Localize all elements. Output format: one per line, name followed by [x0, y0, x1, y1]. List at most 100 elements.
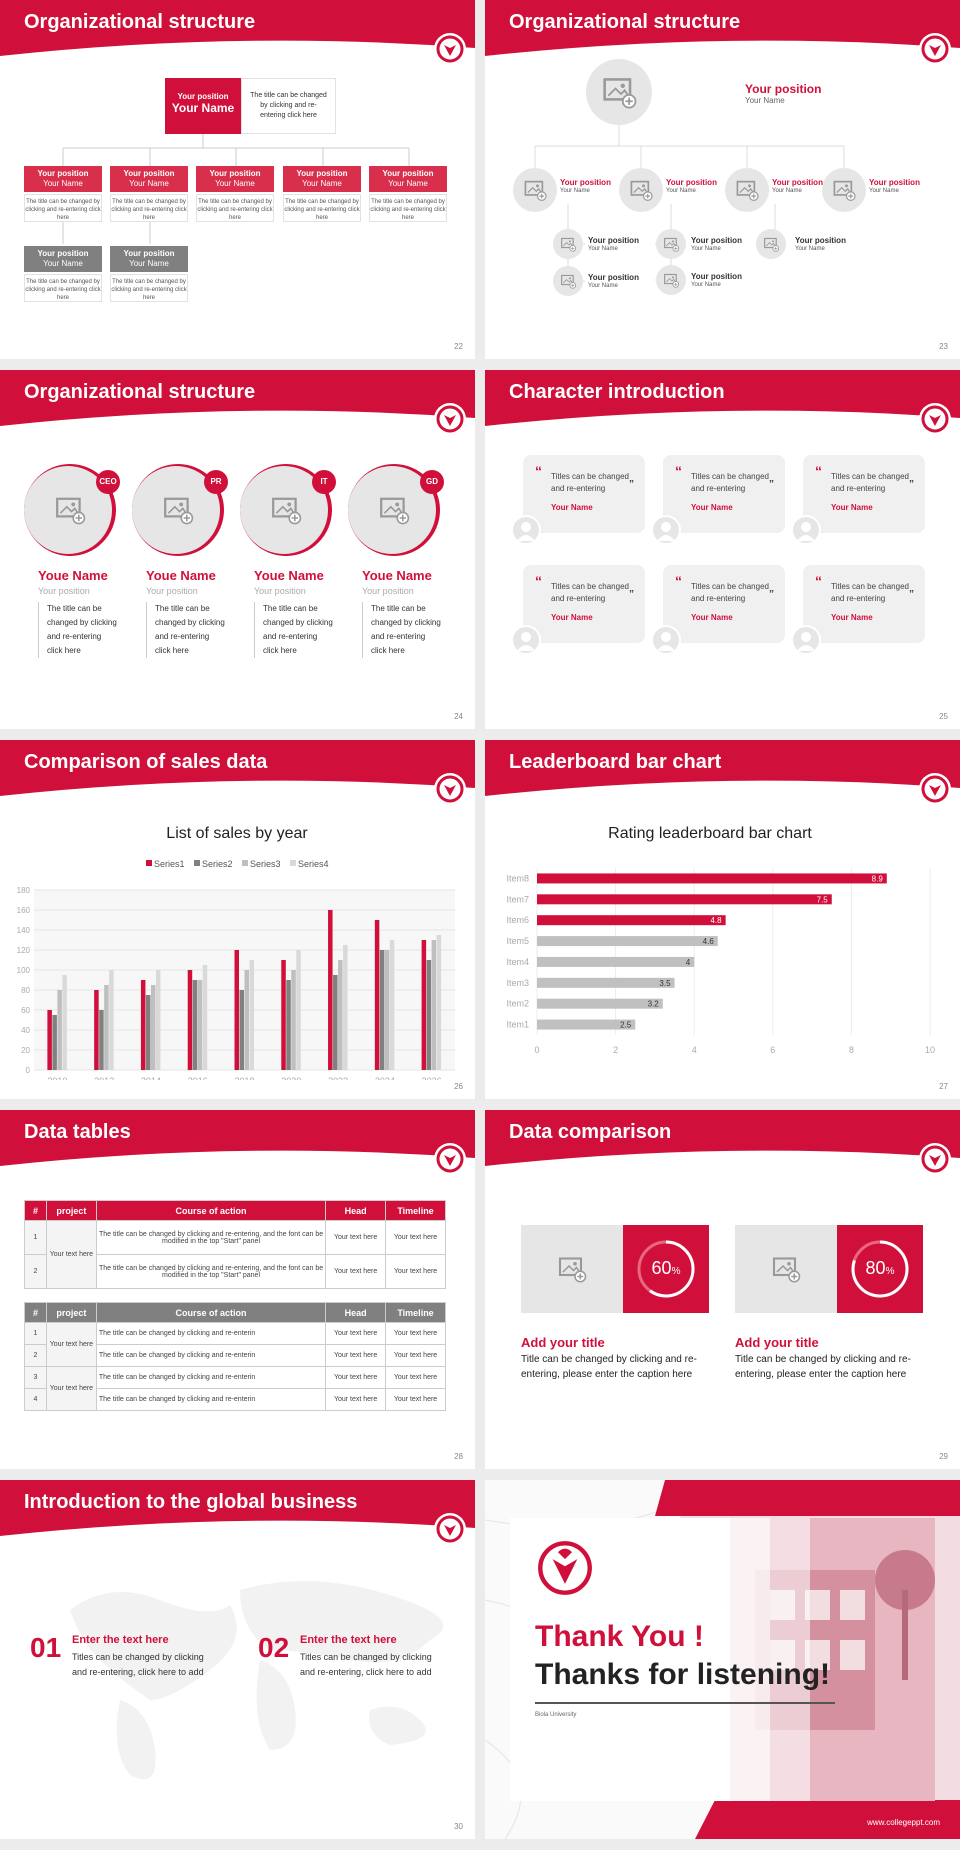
timeline-cell[interactable]: Your text here — [385, 1254, 446, 1289]
org-desc: The title can be changed by clicking and… — [24, 274, 102, 302]
action-cell[interactable]: The title can be changed by clicking and… — [95, 1322, 327, 1345]
table-header-cell: Timeline — [385, 1200, 446, 1221]
org-desc: The title can be changed by clicking and… — [369, 194, 447, 222]
bar-series3 — [244, 970, 249, 1070]
x-tick-label: 4 — [692, 1045, 697, 1055]
action-cell[interactable]: The title can be changed by clicking and… — [95, 1388, 327, 1411]
slide-title: Data comparison — [509, 1121, 672, 1143]
top-position: Your position — [745, 82, 822, 96]
action-cell[interactable]: The title can be changed by clicking and… — [95, 1344, 327, 1367]
org-name: Your Name — [129, 259, 169, 268]
person-position: Your position — [362, 586, 414, 596]
image-placeholder-icon[interactable] — [832, 178, 856, 202]
image-placeholder-icon[interactable] — [601, 74, 637, 110]
y-tick-label: Item1 — [506, 1020, 529, 1030]
action-cell[interactable]: The title can be changed by clicking and… — [95, 1366, 327, 1389]
x-tick-label: 2016 — [188, 1076, 208, 1080]
timeline-cell[interactable]: Your text here — [385, 1366, 446, 1389]
head-cell[interactable]: Your text here — [325, 1322, 387, 1345]
bar-series4 — [436, 935, 442, 1070]
image-placeholder-icon[interactable] — [560, 273, 577, 290]
percent-unit: % — [671, 1266, 681, 1277]
slide-28[interactable]: Data tables 28 # project Course of action H… — [0, 1110, 475, 1469]
divider — [535, 1702, 835, 1704]
image-placeholder-icon[interactable] — [378, 494, 410, 526]
top-position: Your position — [177, 92, 229, 101]
table-header-cell: Course of action — [95, 1302, 327, 1323]
quote-card: “ Titles can be changed and re-entering” Y… — [663, 565, 785, 643]
head-cell[interactable]: Your text here — [325, 1254, 387, 1289]
slide-24[interactable]: Organizational structure 24 CEO Youe Name… — [0, 370, 475, 729]
position: Your position — [588, 236, 639, 245]
page-number: 26 — [454, 1082, 463, 1091]
table-header-cell: Head — [325, 1200, 387, 1221]
quote-text: Titles can be changed and re-entering — [551, 472, 629, 493]
slide-25[interactable]: Character introduction 25 “ Titles can be… — [485, 370, 960, 729]
image-placeholder-icon[interactable] — [663, 236, 680, 253]
y-tick-label: 180 — [17, 886, 31, 895]
slide-22[interactable]: Organizational structure Your position Y… — [0, 0, 475, 359]
image-placeholder-icon[interactable] — [270, 494, 302, 526]
org-position: Your position — [209, 169, 261, 178]
image-placeholder-icon[interactable] — [763, 236, 780, 253]
y-tick-label: Item2 — [506, 999, 529, 1009]
bar-series1 — [374, 920, 380, 1070]
legend-swatch — [194, 860, 200, 866]
action-cell[interactable]: The title can be changed by clicking and… — [95, 1220, 327, 1255]
head-cell[interactable]: Your text here — [325, 1388, 387, 1411]
project-cell[interactable]: Your text here — [45, 1322, 97, 1367]
timeline-cell[interactable]: Your text here — [385, 1322, 446, 1345]
timeline-cell[interactable]: Your text here — [385, 1388, 446, 1411]
website-url[interactable]: www.collegeppt.com — [867, 1818, 940, 1827]
slide-header — [0, 740, 475, 802]
head-cell[interactable]: Your text here — [325, 1220, 387, 1255]
quote-text: Titles can be changed and re-entering — [691, 472, 769, 493]
bar — [537, 998, 663, 1009]
image-placeholder-icon[interactable] — [560, 236, 577, 253]
slide-26[interactable]: Comparison of sales data List of sales b… — [0, 740, 475, 1099]
y-tick-label: 160 — [17, 906, 31, 915]
page-number: 22 — [454, 342, 463, 351]
org-position-box: Your position Your Name — [110, 246, 188, 272]
timeline-cell[interactable]: Your text here — [385, 1344, 446, 1367]
project-cell[interactable]: Your text here — [45, 1220, 97, 1289]
position: Your position — [869, 178, 920, 187]
org-position-box: Your position Your Name — [110, 166, 188, 192]
slide-29[interactable]: Data comparison 29 60% Add your title Titl… — [485, 1110, 960, 1469]
x-tick-label: 2 — [613, 1045, 618, 1055]
university-name: Biola University — [535, 1712, 577, 1718]
slide-27[interactable]: Leaderboard bar chart Rating leaderboard… — [485, 740, 960, 1099]
university-logo-icon — [434, 1143, 466, 1175]
org-position-box: Your position Your Name — [283, 166, 361, 192]
data-label: 3.2 — [648, 1000, 660, 1009]
image-placeholder-icon[interactable] — [557, 1254, 587, 1284]
person-position: Your position — [38, 586, 90, 596]
image-placeholder-icon[interactable] — [629, 178, 653, 202]
head-cell[interactable]: Your text here — [325, 1344, 387, 1367]
image-placeholder-icon[interactable] — [162, 494, 194, 526]
image-placeholder-icon[interactable] — [523, 178, 547, 202]
slide-30[interactable]: Introduction to the global business 30 0… — [0, 1480, 475, 1839]
slide-23[interactable]: Organizational structure 23 Your positio… — [485, 0, 960, 359]
timeline-cell[interactable]: Your text here — [385, 1220, 446, 1255]
org-name: Your Name — [43, 179, 83, 188]
top-name: Your Name — [171, 101, 235, 115]
bar — [537, 936, 718, 947]
image-placeholder-icon[interactable] — [735, 178, 759, 202]
data-label: 2.5 — [620, 1021, 632, 1030]
university-logo-icon — [434, 33, 466, 65]
quote-close-icon: ” — [629, 589, 634, 600]
slide-31[interactable]: Thank You ! Thanks for listening! Biola … — [485, 1480, 960, 1839]
university-logo-icon — [434, 1513, 466, 1545]
item-title: Add your title — [521, 1335, 605, 1350]
university-logo-icon — [919, 403, 951, 435]
image-placeholder-icon[interactable] — [54, 494, 86, 526]
quote-open-icon: “ — [535, 573, 542, 589]
project-cell[interactable]: Your text here — [45, 1366, 97, 1411]
image-placeholder-icon[interactable] — [663, 272, 680, 289]
action-cell[interactable]: The title can be changed by clicking and… — [95, 1254, 327, 1289]
bar-series4 — [155, 970, 161, 1070]
bar-series1 — [187, 970, 193, 1070]
head-cell[interactable]: Your text here — [325, 1366, 387, 1389]
image-placeholder-icon[interactable] — [771, 1254, 801, 1284]
